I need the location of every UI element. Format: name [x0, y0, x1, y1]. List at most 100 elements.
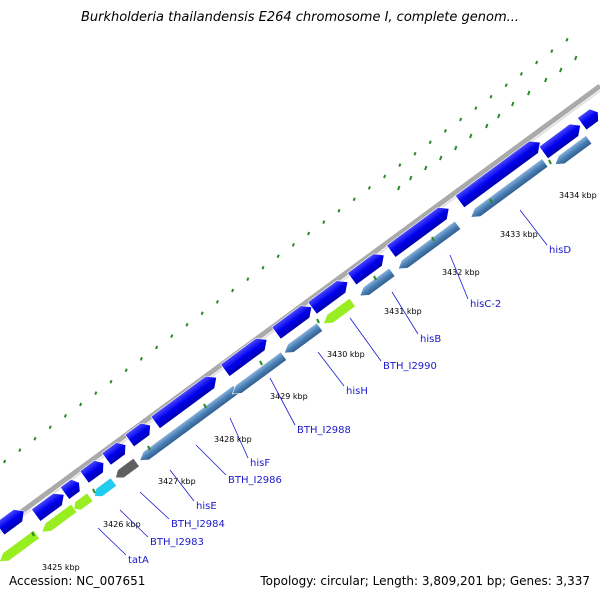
gc-dot [307, 231, 311, 236]
gc-dot [559, 67, 563, 73]
gc-dot [94, 391, 98, 395]
gc-dot [454, 145, 458, 151]
gc-dot [424, 165, 428, 171]
forward-gene-5-shape [101, 442, 126, 466]
gene-leader-line [519, 209, 548, 246]
gc-dot [511, 101, 515, 107]
gc-dot [527, 90, 531, 96]
gc-dot [397, 185, 401, 191]
gc-dot [352, 197, 356, 202]
tick-label: 3427 kbp [158, 477, 196, 486]
gc-dot [550, 49, 554, 53]
reverse-gene-4 [93, 477, 118, 497]
tick-mark [203, 403, 207, 409]
forward-gene-6 [124, 422, 151, 448]
gc-skew-dots [3, 37, 569, 464]
tick-label: 3434 kbp [559, 191, 597, 200]
scale-ticks: 3425 kbp 3426 kbp 3427 kbp 3428 kbp 3429 kbp… [31, 159, 597, 572]
forward-gene-10-shape [307, 280, 349, 315]
gc-dot [535, 60, 539, 65]
gc-dot [489, 94, 493, 99]
reverse-gene-1-shape [0, 529, 40, 562]
gc-dot [565, 37, 569, 42]
reverse-gene-7-shape [231, 351, 288, 395]
reverse-gene-7 [231, 351, 288, 395]
forward-gene-13-shape [454, 140, 541, 209]
gc-dot [246, 277, 250, 281]
gc-dot [398, 163, 402, 167]
reverse-gene-13 [554, 135, 593, 165]
gc-dot [428, 140, 432, 145]
reverse-gene-9-shape [323, 297, 356, 325]
forward-gene-2 [31, 493, 65, 522]
gene-leader-line [349, 317, 382, 362]
gc-dot [170, 334, 174, 338]
forward-gene-5 [101, 442, 126, 466]
gene-leader-line [229, 417, 249, 459]
gc-dot [409, 175, 413, 181]
reverse-gene-12-shape [470, 158, 549, 218]
gene-leader-line [97, 527, 127, 556]
forward-gene-9-shape [271, 305, 313, 340]
tick-label: 3428 kbp [214, 435, 252, 444]
gc-dot [261, 265, 265, 270]
gc-dot [367, 186, 371, 190]
accession-text: Accession: NC_007651 [9, 574, 146, 588]
reverse-gene-5-shape [115, 457, 140, 479]
gc-dot [337, 208, 341, 213]
forward-gene-2-shape [31, 493, 65, 522]
gene-label: BTH_I2988 [297, 425, 351, 436]
gene-label: hisB [420, 334, 441, 345]
gene-leader-line [139, 491, 170, 520]
forward-gene-1 [0, 509, 25, 536]
forward-gene-4 [79, 460, 104, 484]
reverse-gene-10-shape [359, 267, 396, 297]
forward-gene-4-shape [79, 460, 104, 484]
gc-dot [276, 254, 280, 259]
tick-mark [92, 488, 96, 494]
gene-label: tatA [128, 555, 149, 566]
tick-mark [431, 236, 435, 242]
forward-gene-9 [271, 305, 313, 340]
gc-dot [474, 106, 478, 110]
gc-dot [155, 345, 159, 350]
gc-dot [231, 288, 235, 293]
forward-gene-15 [577, 108, 599, 131]
gene-label: BTH_I2984 [171, 519, 225, 530]
gc-dot [443, 129, 447, 133]
gc-dot [485, 123, 489, 129]
gene-label: BTH_I2986 [228, 475, 282, 486]
gene-label: hisD [549, 245, 571, 256]
forward-gene-10 [307, 280, 349, 315]
reverse-gene-8-shape [283, 322, 324, 354]
gc-dot [322, 220, 326, 224]
gc-dot [469, 133, 473, 139]
gene-leader-line [119, 509, 149, 538]
tick-label: 3433 kbp [500, 230, 538, 239]
gc-dot [3, 459, 7, 464]
tick-label: 3425 kbp [42, 563, 80, 572]
reverse-gene-13-shape [554, 135, 593, 165]
reverse-gene-3 [73, 492, 94, 511]
forward-gene-3-shape [59, 478, 81, 500]
reverse-gene-8 [283, 322, 324, 354]
gene-label: BTH_I2983 [150, 537, 204, 548]
tick-mark [548, 159, 552, 165]
reverse-gene-10 [359, 267, 396, 297]
reverse-gene-9 [323, 297, 356, 325]
forward-gene-7-shape [150, 375, 217, 430]
gene-leader-line [169, 469, 195, 502]
gc-dot [48, 425, 52, 430]
map-title: Burkholderia thailandensis E264 chromoso… [80, 10, 520, 25]
tick-label: 3429 kbp [270, 392, 308, 401]
tick-mark [489, 198, 493, 204]
tick-mark [316, 318, 320, 324]
tick-label: 3430 kbp [327, 350, 365, 359]
forward-gene-14 [538, 123, 581, 160]
gc-dot [109, 379, 113, 384]
gene-label: hisC-2 [470, 299, 501, 310]
gc-skew-inner-dots [397, 55, 578, 191]
tick-mark [373, 275, 377, 281]
